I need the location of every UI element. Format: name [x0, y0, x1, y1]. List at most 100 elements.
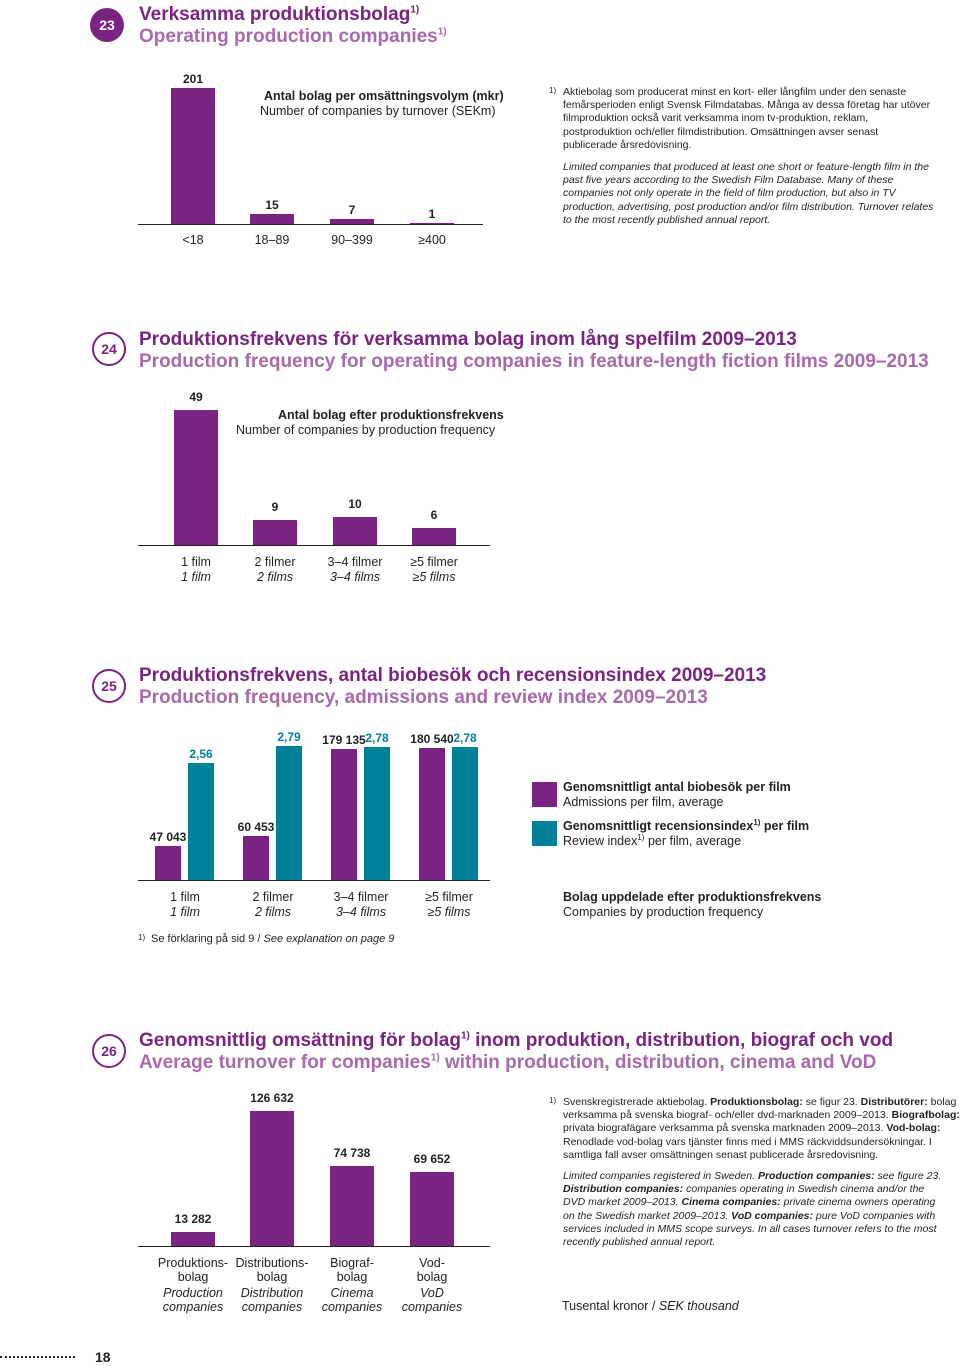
figure-25-badge: 25 — [92, 669, 126, 703]
figure-23-note-mark: 1) — [549, 86, 557, 95]
figure-26-badge: 26 — [92, 1034, 126, 1068]
x-tick-label-0: 1 film — [170, 890, 200, 904]
figure-24-badge: 24 — [92, 332, 126, 366]
x-tick-label-en-1: 2 films — [256, 570, 294, 584]
data-label-review-index-0: 2,56 — [189, 747, 213, 762]
figure-26-unit: Tusental kronor / SEK thousand — [562, 1299, 739, 1313]
legend-frequency-en: Companies by production frequency — [563, 905, 764, 919]
figure-24-title-sv: Produktionsfrekvens för verksamma bolag … — [139, 329, 797, 350]
x-tick-label-1: 2 filmer — [252, 890, 294, 904]
x-tick-label-3: ≥5 filmer — [410, 555, 458, 569]
figure-23-legend-sv: Antal bolag per omsättningsvolym (mkr) — [264, 89, 504, 103]
figure-25-title-sv: Produktionsfrekvens, antal biobesök och … — [139, 665, 767, 686]
legend-frequency-sv: Bolag uppdelade efter produktionsfrekven… — [563, 890, 822, 904]
x-tick-label-en-2: Cinema companies — [321, 1286, 383, 1314]
x-tick-label-en-2: 3–4 films — [329, 570, 381, 584]
bar-admissions-1 — [243, 835, 269, 880]
figure-26-note-en: Limited companies registered in Sweden. … — [563, 1170, 942, 1249]
figure-23-note-sv: Aktiebolag som producerat minst en kort-… — [563, 86, 931, 151]
figure-26-note-sv: Svenskregistrerade aktiebolag. Produktio… — [563, 1096, 960, 1161]
data-label-2: 10 — [348, 497, 362, 512]
x-tick-label-1: 18–89 — [254, 233, 290, 247]
data-label-0: 201 — [182, 72, 204, 86]
bar-review-index-2 — [364, 746, 390, 880]
bar-review-index-3 — [452, 746, 478, 880]
bar-3 — [410, 223, 454, 224]
x-tick-label-3: ≥5 filmer — [425, 890, 473, 904]
data-label-admissions-3: 180 540 — [410, 731, 454, 746]
x-tick-label-3: Vod- bolag — [416, 1256, 448, 1284]
x-axis-line — [138, 224, 483, 225]
figure-26-note-mark: 1) — [549, 1096, 557, 1105]
x-tick-label-en-3: ≥5 films — [412, 570, 456, 584]
x-tick-label-en-1: 2 films — [254, 905, 292, 919]
x-tick-label-en-0: 1 film — [170, 905, 200, 919]
x-tick-label-en-0: 1 film — [181, 570, 211, 584]
figure-23-badge: 23 — [90, 8, 124, 42]
data-label-review-index-2: 2,78 — [365, 730, 389, 745]
legend-review-index-en: Review index1) per film, average — [563, 833, 742, 849]
x-tick-label-1: Distributions- bolag — [235, 1256, 309, 1284]
data-label-3: 6 — [430, 508, 438, 523]
bar-2 — [330, 219, 374, 224]
figure-number: 23 — [99, 17, 115, 33]
data-label-1: 9 — [271, 500, 279, 515]
bar-1 — [253, 520, 297, 545]
x-tick-label-2: 3–4 filmer — [327, 555, 383, 569]
bar-3 — [412, 528, 456, 545]
figure-24-title-en: Production frequency for operating compa… — [139, 351, 929, 372]
figure-24-legend-en: Number of companies by production freque… — [236, 423, 496, 437]
data-label-admissions-0: 47 043 — [149, 829, 187, 844]
bar-admissions-3 — [419, 747, 445, 880]
data-label-3: 69 652 — [413, 1151, 451, 1166]
x-tick-label-0: <18 — [182, 233, 204, 247]
figure-23-note-en: Limited companies that produced at least… — [563, 161, 934, 226]
footer-dotted-rule — [0, 1356, 75, 1358]
data-label-2: 7 — [348, 203, 356, 218]
bar-admissions-0 — [155, 845, 181, 880]
figure-25-footnote: Se förklaring på sid 9 / See explanation… — [151, 933, 395, 945]
figure-number: 24 — [101, 341, 117, 357]
bar-0 — [171, 1231, 215, 1246]
bar-review-index-0 — [188, 763, 214, 880]
x-tick-label-2: 90–399 — [331, 233, 373, 247]
bar-0 — [174, 410, 218, 545]
figure-number: 26 — [101, 1043, 117, 1059]
bar-1 — [250, 1111, 294, 1246]
bar-admissions-2 — [331, 748, 357, 880]
data-label-admissions-1: 60 453 — [237, 819, 275, 834]
data-label-review-index-3: 2,78 — [453, 730, 477, 745]
bar-review-index-1 — [276, 746, 302, 880]
bar-3 — [410, 1171, 454, 1246]
figure-26-title-en: Average turnover for companies1) within … — [139, 1052, 877, 1073]
x-tick-label-2: 3–4 filmer — [333, 890, 389, 904]
figure-23-title-sv: Verksamma produktionsbolag1) — [139, 4, 420, 25]
x-tick-label-0: 1 film — [181, 555, 211, 569]
legend-review-index-sv: Genomsnittligt recensionsindex1) per fil… — [563, 818, 810, 834]
data-label-0: 49 — [189, 390, 203, 404]
bar-1 — [250, 213, 294, 224]
x-tick-label-en-3: ≥5 films — [427, 905, 471, 919]
x-tick-label-3: ≥400 — [418, 233, 446, 247]
data-label-review-index-1: 2,79 — [277, 730, 301, 744]
data-label-0: 13 282 — [174, 1211, 212, 1226]
data-label-1: 126 632 — [250, 1091, 294, 1105]
x-tick-label-0: Produktions- bolag — [157, 1256, 229, 1284]
data-label-2: 74 738 — [333, 1146, 371, 1161]
x-tick-label-en-3: VoD companies — [401, 1286, 463, 1314]
legend-admissions-sv: Genomsnittligt antal biobesök per film — [563, 780, 791, 794]
figure-number: 25 — [101, 678, 117, 694]
figure-25-title-en: Production frequency, admissions and rev… — [139, 687, 708, 708]
legend-review-index-swatch — [532, 821, 557, 846]
bar-0 — [171, 88, 215, 224]
bar-2 — [333, 517, 377, 545]
figure-25-footnote-mark: 1) — [138, 933, 146, 942]
x-tick-label-en-2: 3–4 films — [335, 905, 387, 919]
x-tick-label-2: Biograf- bolag — [330, 1256, 374, 1284]
x-axis-line — [138, 545, 490, 546]
x-axis-line — [138, 880, 490, 881]
data-label-3: 1 — [428, 207, 436, 221]
legend-admissions-swatch — [532, 782, 557, 807]
figure-24-legend-sv: Antal bolag efter produktionsfrekvens — [278, 408, 504, 422]
x-axis-line — [138, 1246, 490, 1247]
